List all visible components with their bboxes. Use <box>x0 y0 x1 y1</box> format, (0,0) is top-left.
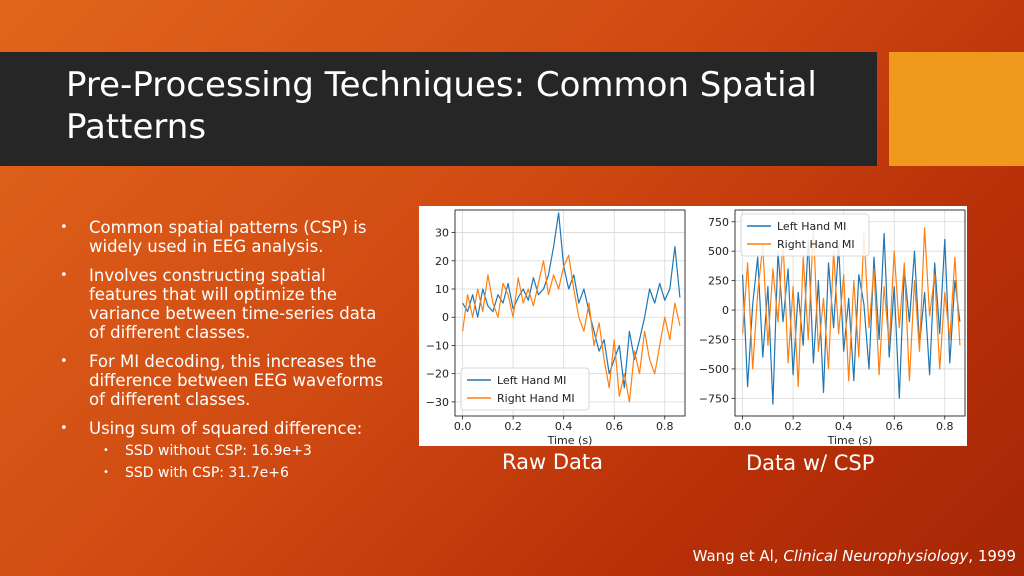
bullet-text: Involves constructing spatial features t… <box>89 266 377 342</box>
chart2-series-line-right-hand <box>742 227 961 388</box>
chart2-y-tick-label: 250 <box>708 275 729 288</box>
citation-journal: Clinical Neurophysiology <box>783 547 969 565</box>
chart1-y-tick-label: −20 <box>426 368 449 381</box>
bullet-dot-icon: • <box>60 354 68 369</box>
bullet-dot-icon: • <box>60 220 68 235</box>
bullet-item: • Using sum of squared difference: <box>58 419 388 438</box>
chart2-x-tick-label: 0.0 <box>734 420 752 433</box>
bullet-dot-icon: • <box>103 445 109 456</box>
chart2-axes-frame <box>734 209 966 417</box>
caption-raw-data: Raw Data <box>502 450 603 474</box>
title-bar <box>0 52 877 166</box>
bullet-dot-icon: • <box>103 467 109 478</box>
bullet-item: • Involves constructing spatial features… <box>58 266 388 342</box>
chart2-legend-label: Right Hand MI <box>777 238 855 251</box>
bullet-text: Using sum of squared difference: <box>89 419 363 438</box>
chart1-series-line-left-hand <box>462 212 681 389</box>
bullet-text: Common spatial patterns (CSP) is widely … <box>89 218 367 256</box>
bullet-item: • Common spatial patterns (CSP) is widel… <box>58 218 388 256</box>
slide-title: Pre-Processing Techniques: Common Spatia… <box>66 65 817 147</box>
chart2-x-tick-label: 0.4 <box>835 420 853 433</box>
chart2-legend-box <box>740 213 870 257</box>
chart1-y-tick-label: −10 <box>426 339 449 352</box>
chart2-y-tick-label: 750 <box>708 216 729 229</box>
bullet-text: For MI decoding, this increases the diff… <box>89 352 384 409</box>
citation-authors: Wang et Al, <box>692 547 784 565</box>
chart1-y-tick-label: 20 <box>435 255 449 268</box>
bullet-item: • For MI decoding, this increases the di… <box>58 352 388 409</box>
sub-bullet-item: • SSD with CSP: 31.7e+6 <box>58 464 388 482</box>
chart1-x-tick-label: 0.4 <box>555 420 573 433</box>
chart2-x-tick-label: 0.6 <box>885 420 903 433</box>
chart1-y-tick-label: −30 <box>426 396 449 409</box>
chart2-x-axis-label: Time (s) <box>827 434 873 446</box>
citation-year: , 1999 <box>968 547 1016 565</box>
chart1-x-tick-label: 0.0 <box>454 420 472 433</box>
plots-svg: 0.0 0.2 0.4 0.6 0.8 30 20 10 0 −10 −20 −30 Time (s) L… <box>426 209 966 446</box>
sub-bullet-item: • SSD without CSP: 16.9e+3 <box>58 442 388 460</box>
chart2-y-tick-label: −250 <box>699 333 729 346</box>
chart1-y-tick-label: 0 <box>442 311 449 324</box>
chart2-y-tick-label: −500 <box>699 363 729 376</box>
plots-image: 0.0 0.2 0.4 0.6 0.8 30 20 10 0 −10 −20 −30 Time (s) L… <box>419 206 967 446</box>
chart2-x-tick-label: 0.8 <box>936 420 954 433</box>
bullet-list: • Common spatial patterns (CSP) is widel… <box>58 218 388 486</box>
chart1-y-tick-label: 30 <box>435 227 449 240</box>
chart1-y-tick-label: 10 <box>435 283 449 296</box>
caption-data-csp: Data w/ CSP <box>746 451 875 475</box>
chart2-y-tick-label: 0 <box>722 304 729 317</box>
chart2-y-tick-label: −750 <box>699 392 729 405</box>
chart2-legend-label: Left Hand MI <box>777 220 846 233</box>
chart2-series-line-left-hand <box>742 232 961 405</box>
sub-bullet-text: SSD without CSP: 16.9e+3 <box>125 443 312 459</box>
chart1-axes-frame <box>454 209 686 417</box>
chart1-series-line-right-hand <box>462 254 681 403</box>
chart1-x-tick-label: 0.8 <box>656 420 674 433</box>
chart1-x-tick-label: 0.2 <box>504 420 521 433</box>
chart1-legend-label: Right Hand MI <box>497 392 575 405</box>
chart1-x-axis-label: Time (s) <box>547 434 593 446</box>
chart2-x-tick-label: 0.2 <box>784 420 802 433</box>
chart2-y-tick-label: 500 <box>708 245 729 258</box>
bullet-dot-icon: • <box>60 268 68 283</box>
sub-bullet-text: SSD with CSP: 31.7e+6 <box>125 465 289 481</box>
chart1-legend-box <box>460 367 590 411</box>
chart1-x-tick-label: 0.6 <box>605 420 623 433</box>
chart1-legend-label: Left Hand MI <box>497 374 566 387</box>
citation: Wang et Al, Clinical Neurophysiology, 19… <box>693 547 1016 565</box>
accent-box <box>889 52 1024 166</box>
bullet-dot-icon: • <box>60 421 68 436</box>
